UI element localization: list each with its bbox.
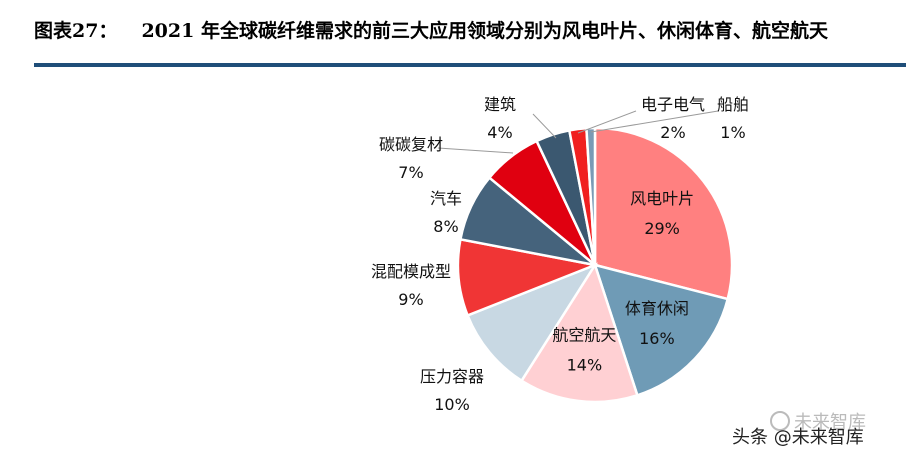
slice-value: 14% xyxy=(567,355,603,374)
pie-slice xyxy=(519,262,639,404)
pie-labels: 风电叶片 29% 体育休闲 16% 航空航天 14% 压力容器 10% 混配模成型 9% 汽车 8% 碳… xyxy=(371,95,749,414)
slice-label: 混配模成型 xyxy=(371,262,451,281)
slice-label: 汽车 xyxy=(430,189,462,208)
pie-slice xyxy=(593,263,730,397)
slice-value: 10% xyxy=(434,395,470,414)
slice-label: 压力容器 xyxy=(420,367,484,386)
leader-line xyxy=(577,110,637,134)
slice-label: 碳碳复材 xyxy=(379,135,443,154)
leader-line xyxy=(437,147,514,154)
slice-label: 航空航天 xyxy=(552,325,616,344)
slice-label: 建筑 xyxy=(484,95,516,114)
pie-slices xyxy=(456,126,734,404)
watermark: 头条 @未来智库 xyxy=(732,427,864,448)
slice-label: 船舶 xyxy=(717,95,749,114)
pie-slice xyxy=(593,126,734,301)
slice-value: 7% xyxy=(398,163,423,182)
watermark-ghost-text: 未来智库 xyxy=(794,412,866,433)
chart-title: 2021 年全球碳纤维需求的前三大应用领域分别为风电叶片、休闲体育、航空航天 xyxy=(141,20,828,42)
title-rule xyxy=(34,63,906,67)
watermark-ghost: 未来智库 xyxy=(770,408,866,434)
figure-title: 图表27： 2021 年全球碳纤维需求的前三大应用领域分别为风电叶片、休闲体育、航… xyxy=(34,16,828,43)
watermark-logo-icon xyxy=(770,411,790,431)
slice-value: 2% xyxy=(660,123,685,142)
slice-value: 16% xyxy=(639,329,675,348)
leader-line xyxy=(590,110,719,133)
slice-label: 体育休闲 xyxy=(625,299,689,318)
slice-value: 1% xyxy=(720,123,745,142)
pie-slice xyxy=(465,262,599,383)
slice-value: 9% xyxy=(398,290,423,309)
slice-value: 29% xyxy=(644,219,680,238)
slice-label: 电子电气 xyxy=(641,95,705,114)
slice-value: 4% xyxy=(487,123,512,142)
leader-line xyxy=(532,113,557,139)
slice-value: 8% xyxy=(433,217,458,236)
slice-label: 风电叶片 xyxy=(630,189,694,208)
figure-label: 图表27： xyxy=(34,20,118,42)
